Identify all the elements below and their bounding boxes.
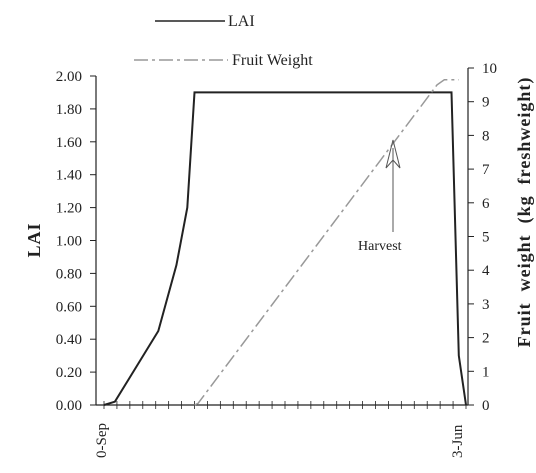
right-tick-label: 8: [482, 128, 490, 144]
right-tick-label: 2: [482, 331, 490, 347]
legend: LAI Fruit Weight: [134, 13, 313, 69]
right-tick-label: 7: [482, 162, 490, 178]
right-axis-title: Fruit weight (kg freshweight): [514, 77, 535, 348]
right-tick-label: 10: [482, 61, 497, 77]
harvest-label: Harvest: [358, 239, 402, 254]
x-label-end: 3-Jun: [450, 424, 466, 458]
right-tick-label: 0: [482, 398, 490, 414]
left-tick-label: 0.60: [56, 299, 82, 315]
right-tick-label: 6: [482, 196, 490, 212]
right-tick-label: 3: [482, 297, 490, 313]
legend-label-fruit-weight: Fruit Weight: [232, 52, 313, 69]
series-line-lai: [103, 91, 467, 406]
harvest-arrowhead: [385, 139, 401, 169]
legend-label-lai: LAI: [228, 13, 255, 30]
left-tick-label: 0.20: [56, 365, 82, 381]
x-label-start: 0-Sep: [94, 423, 110, 458]
x-axis-ticks: [103, 401, 467, 409]
right-tick-label: 4: [482, 263, 490, 279]
left-tick-label: 0.40: [56, 332, 82, 348]
left-tick-label: 1.40: [56, 168, 82, 184]
left-tick-label: 0.80: [56, 266, 82, 282]
left-tick-label: 2.00: [56, 69, 82, 85]
series-line-fruit-weight: [194, 79, 459, 406]
harvest-annotation: Harvest: [358, 139, 402, 254]
right-tick-label: 5: [482, 230, 490, 246]
left-tick-label: 1.20: [56, 201, 82, 217]
left-tick-label: 0.00: [56, 398, 82, 414]
left-tick-label: 1.00: [56, 234, 82, 250]
left-axis-ticks: 0.00 0.20 0.40 0.60 0.80 1.00 1.20 1.40 1.60 1.80…: [56, 69, 96, 414]
left-tick-label: 1.60: [56, 135, 82, 151]
left-tick-label: 1.80: [56, 102, 82, 118]
left-axis-title: LAI: [24, 222, 44, 257]
right-axis-ticks: 0 1 2 3 4 5 6 7 8 9 10: [468, 61, 497, 414]
right-tick-label: 1: [482, 364, 490, 380]
right-tick-label: 9: [482, 95, 490, 111]
